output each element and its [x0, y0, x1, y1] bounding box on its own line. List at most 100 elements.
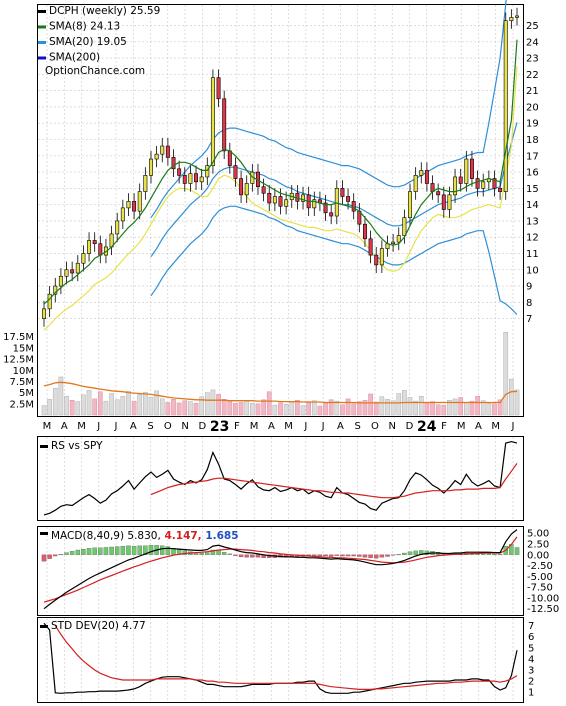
volume-bar — [204, 392, 210, 416]
volume-bar — [255, 403, 261, 416]
volume-bar — [469, 400, 475, 416]
volume-bar — [193, 403, 199, 416]
macd-histogram-bar — [323, 554, 328, 557]
candle-body — [368, 238, 373, 256]
price-tick-label: 14 — [526, 200, 539, 211]
sma20-line — [150, 122, 518, 258]
macd-histogram-bar — [390, 554, 396, 556]
legend-label: MACD(8,40,9) 5.830, 4.147, 1.685 — [51, 530, 239, 542]
price-tick-label: 13 — [526, 216, 539, 227]
macd-histogram-bar — [126, 545, 131, 555]
candle-body — [408, 191, 412, 218]
volume-bar — [430, 401, 435, 416]
candle-body — [222, 98, 227, 152]
candle-body — [239, 178, 244, 196]
x-axis-label: A — [61, 421, 68, 432]
volume-bar — [120, 395, 126, 416]
macd-histogram-bar — [137, 545, 142, 555]
volume-bar — [69, 399, 75, 416]
macd-histogram-bar — [86, 548, 92, 555]
stddev-tick-label: 4 — [528, 654, 534, 665]
candle-body — [188, 173, 193, 184]
macd-histogram-bar — [53, 554, 58, 557]
volume-bar — [114, 399, 120, 416]
price-tick-label: 7 — [526, 314, 532, 325]
candle-body — [498, 188, 503, 192]
candle-body — [379, 248, 384, 266]
volume-bar — [373, 401, 379, 416]
volume-bar — [64, 395, 69, 416]
candle-body — [346, 196, 351, 202]
rs-series-line — [43, 440, 518, 516]
volume-bar — [188, 401, 193, 416]
macd-histogram-bar — [148, 545, 154, 555]
macd-histogram-bar — [368, 554, 373, 558]
rs-panel-frame — [37, 436, 524, 521]
legend-swatch — [40, 445, 48, 448]
volume-bar — [514, 389, 520, 416]
candle-body — [160, 145, 165, 155]
x-axis-labels: M A M J J A S O N D 23 F M A M J J A S O N D 24 F M A M J — [43, 419, 515, 435]
volume-tick-label: 10M — [13, 366, 34, 377]
macd-tick-label: -7.50 — [527, 583, 553, 594]
price-panel: 7 8 9 10 11 12 13 14 15 16 17 18 19 20 21 22 23 24 25 2.5M… — [3, 0, 539, 435]
rs-series-line — [150, 463, 518, 499]
price-tick-label: 18 — [526, 135, 539, 146]
macd-histogram-bar — [497, 554, 503, 556]
x-axis-label: J — [321, 421, 325, 432]
volume-bar — [452, 398, 458, 416]
macd-histogram-bar — [114, 546, 120, 555]
volume-bar — [486, 403, 492, 416]
volume-bar — [509, 378, 514, 416]
candle-body — [447, 194, 452, 210]
candle-body — [154, 153, 159, 160]
macd-panel: 5.002.500.00-2.50-5.00-7.50-10.00-12.50 … — [37, 526, 559, 616]
volume-bar — [458, 397, 464, 416]
price-tick-label: 9 — [526, 282, 532, 293]
stddev-tick-label: 3 — [528, 666, 534, 677]
volume-bar — [379, 396, 385, 416]
volume-bar — [261, 399, 266, 416]
candle-body — [515, 15, 519, 18]
volume-bar — [351, 403, 357, 416]
x-axis-label: A — [130, 421, 137, 432]
price-tick-label: 8 — [526, 298, 532, 309]
x-axis-label: M — [457, 421, 466, 432]
x-axis-label: 24 — [417, 419, 437, 435]
volume-bar — [75, 401, 81, 416]
macd-histogram-bar — [227, 553, 233, 555]
x-axis-label: F — [441, 421, 447, 432]
candle-body — [47, 293, 52, 310]
legend-label: RS vs SPY — [51, 440, 103, 452]
x-axis-label: 23 — [210, 419, 229, 435]
stddev-tick-label: 7 — [528, 621, 534, 632]
candle-body — [126, 201, 131, 209]
candle-body — [227, 150, 232, 166]
macd-tick-label: -10.00 — [527, 593, 559, 604]
legend-swatch — [38, 25, 46, 29]
stddev-tick-label: 5 — [528, 643, 534, 654]
candle-body — [413, 175, 418, 192]
x-axis-label: F — [234, 421, 240, 432]
volume-bar — [283, 404, 289, 416]
price-y-axis: 7 8 9 10 11 12 13 14 15 16 17 18 19 20 21 22 23 24 25 — [526, 21, 539, 325]
legend-label: SMA(200) — [49, 52, 100, 64]
macd-histogram-bar — [402, 552, 407, 555]
bollinger-upper-band — [150, 0, 507, 219]
volume-bar — [97, 391, 103, 416]
candle-body — [312, 199, 317, 209]
macd-histogram-bar — [396, 554, 401, 556]
price-tick-label: 12 — [526, 233, 539, 244]
rs-panel: RS vs SPY — [37, 436, 524, 521]
volume-bar — [396, 393, 402, 416]
candle-body — [98, 243, 103, 256]
macd-histogram-bar — [345, 554, 351, 557]
volume-bar — [109, 393, 114, 416]
x-axis-label: J — [114, 421, 118, 432]
macd-legend-part: 4.147, — [161, 530, 202, 542]
stddev-panel-frame — [37, 617, 524, 703]
x-axis-label: N — [181, 421, 188, 432]
volume-bar — [492, 403, 497, 416]
candle-body — [424, 170, 429, 184]
